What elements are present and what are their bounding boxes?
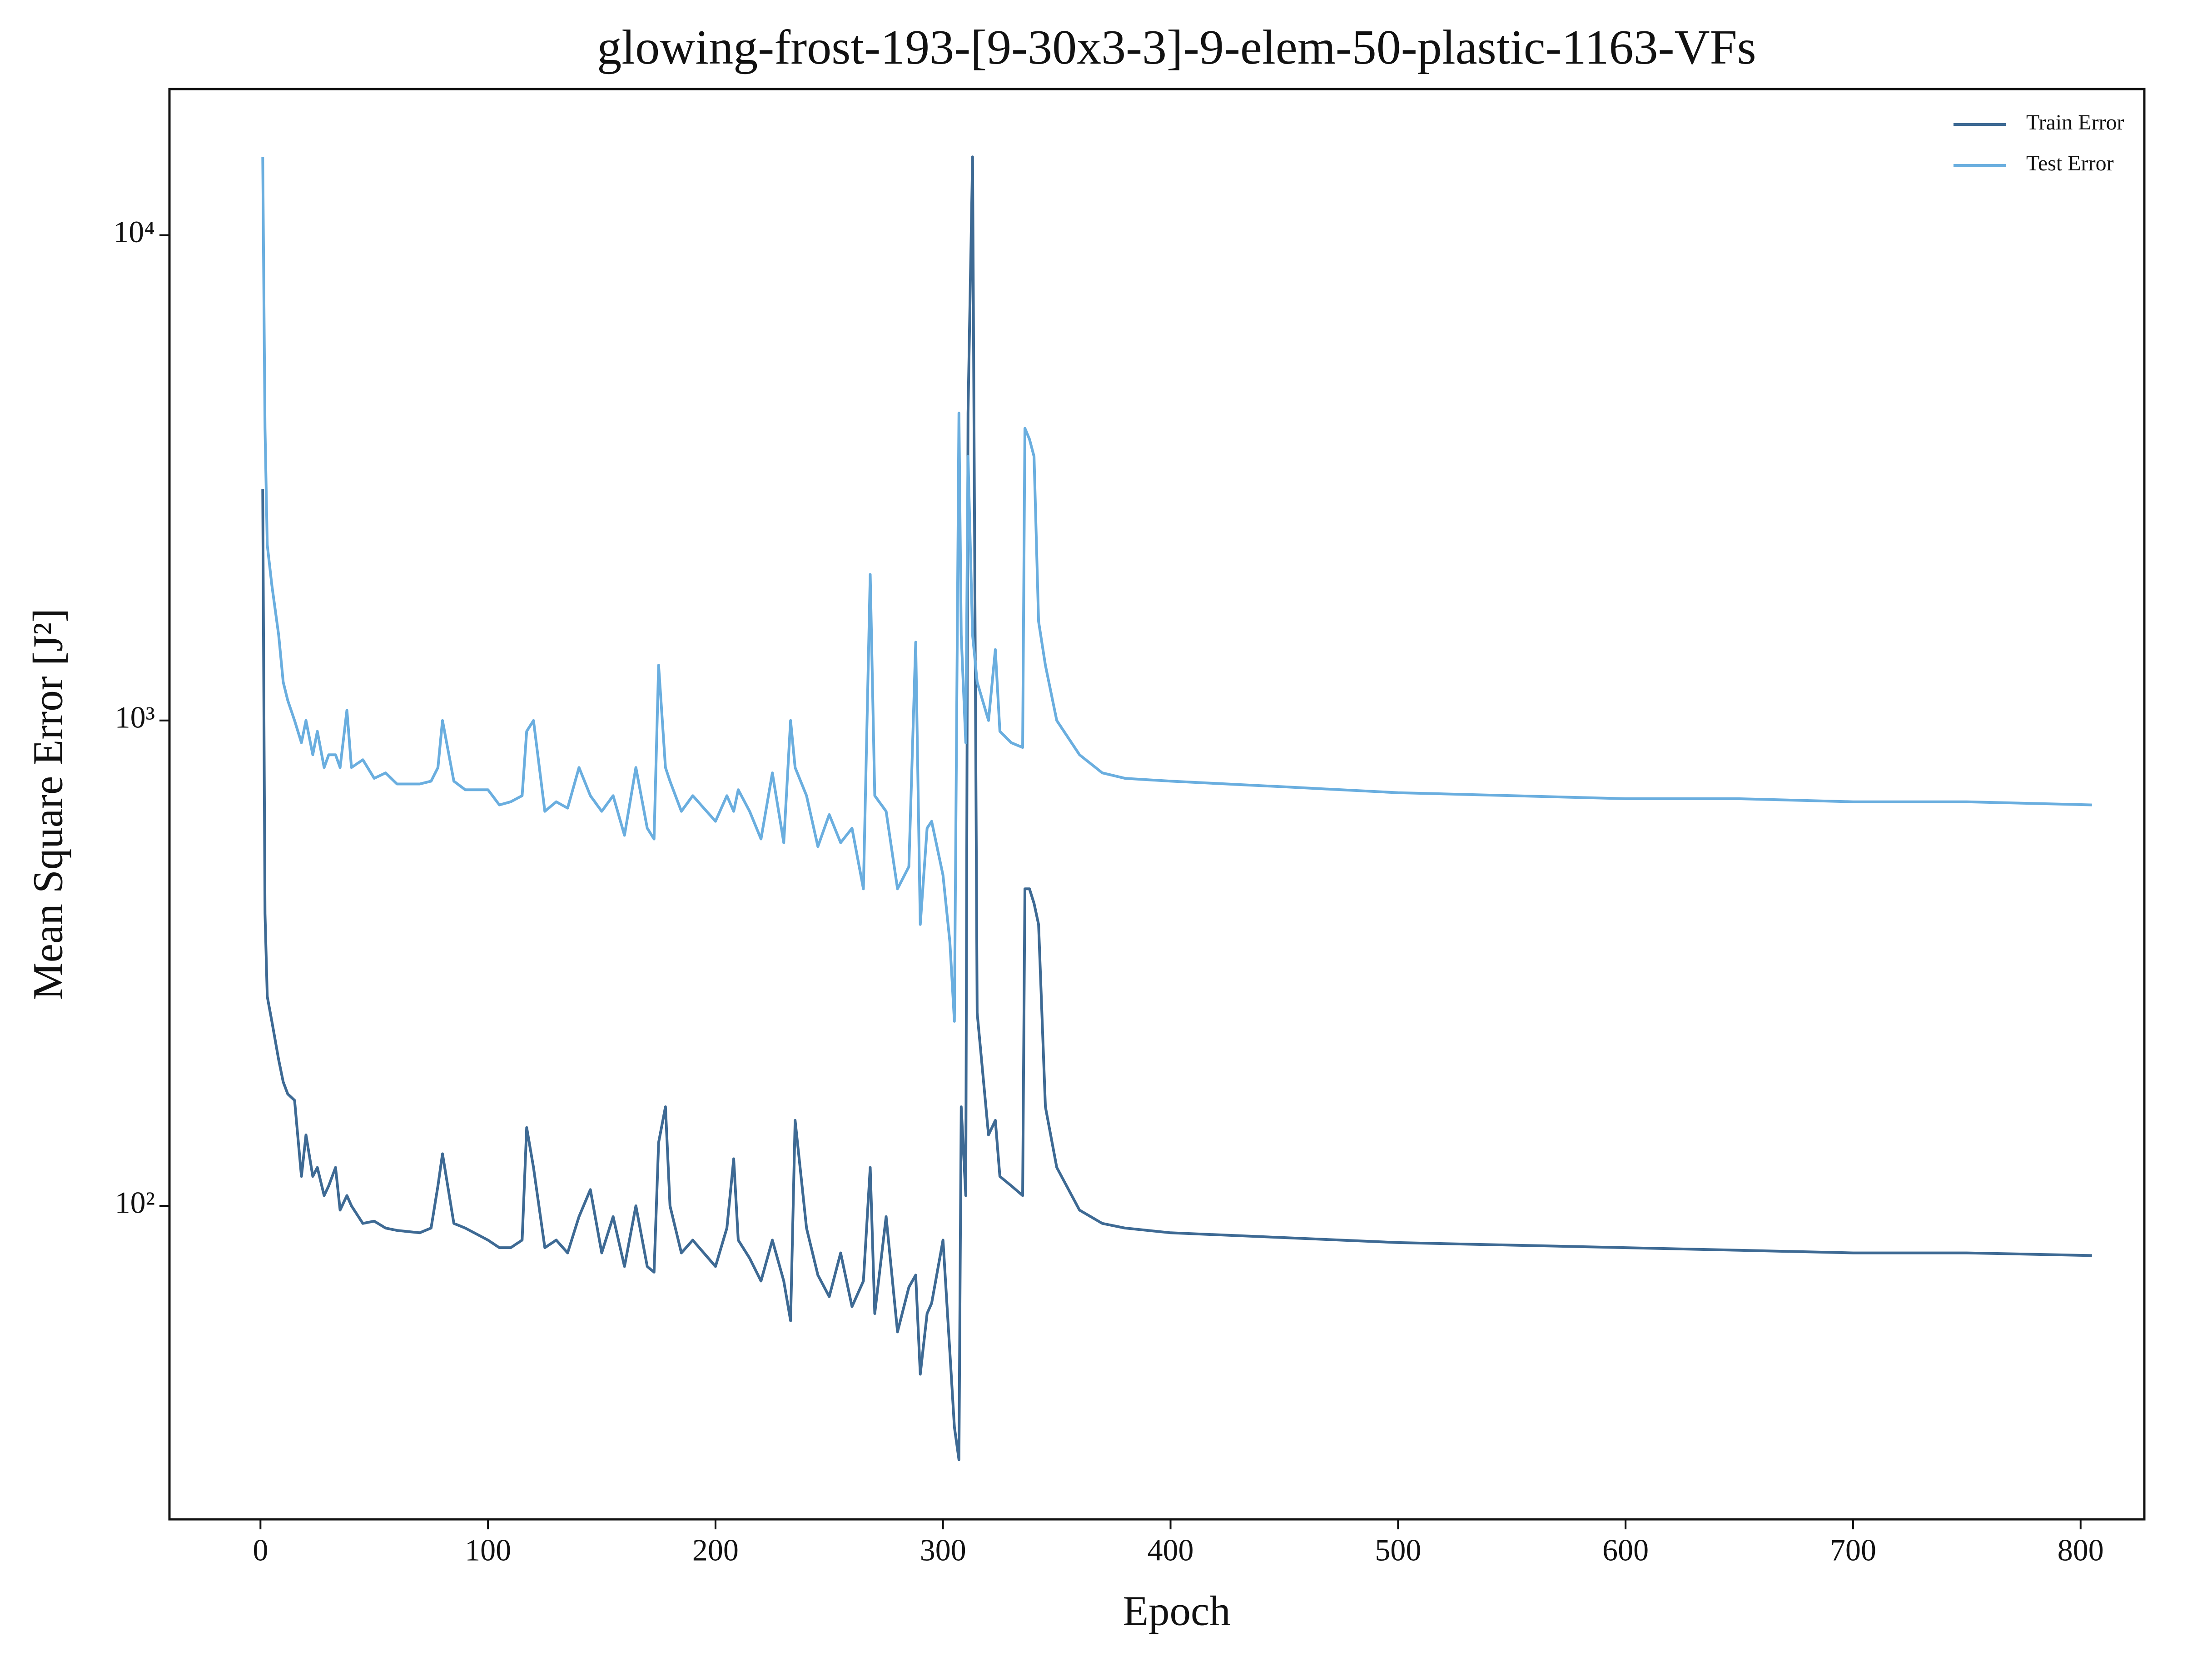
y-tick-label: 10²	[115, 1185, 155, 1220]
data-line	[261, 155, 2092, 1461]
x-tick-label: 600	[1602, 1533, 1649, 1567]
y-tick-label: 10⁴	[113, 214, 155, 249]
y-axis-label: Mean Square Error [J²]	[25, 608, 71, 1000]
x-tick-label: 700	[1830, 1533, 1876, 1567]
x-tick-label: 0	[253, 1533, 268, 1567]
x-tick-label: 200	[692, 1533, 739, 1567]
chart-title: glowing-frost-193-[9-30x3-3]-9-elem-50-p…	[597, 20, 1756, 75]
x-tick-label: 400	[1148, 1533, 1194, 1567]
x-axis-label: Epoch	[1123, 1587, 1231, 1634]
x-tick-label: 100	[465, 1533, 511, 1567]
plot-frame	[168, 88, 2146, 1521]
x-tick-label: 800	[2058, 1533, 2104, 1567]
x-tick-label: 500	[1375, 1533, 1421, 1567]
x-tick-label: 300	[920, 1533, 966, 1567]
y-tick-label: 10³	[115, 700, 155, 734]
data-line	[261, 157, 2092, 1023]
legend-label: Train Error	[2026, 110, 2124, 134]
legend-label: Test Error	[2026, 151, 2114, 175]
